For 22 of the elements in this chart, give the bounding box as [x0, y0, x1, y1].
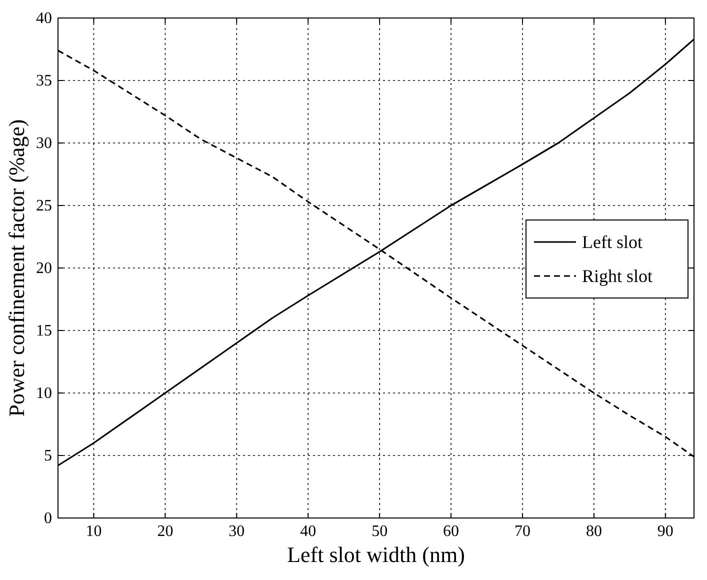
y-tick-label: 25 — [36, 198, 52, 214]
x-tick-label: 40 — [300, 523, 316, 540]
x-tick-label: 10 — [86, 523, 102, 540]
x-tick-label: 90 — [657, 523, 674, 540]
y-tick-label: 0 — [44, 510, 52, 527]
y-tick-label: 5 — [44, 448, 52, 464]
y-tick-label: 30 — [36, 135, 52, 152]
x-tick-label: 30 — [228, 523, 245, 540]
x-tick-label: 60 — [443, 523, 460, 540]
x-tick-label: 80 — [586, 523, 602, 540]
y-tick-label: 35 — [36, 72, 52, 90]
y-tick-label: 15 — [36, 322, 52, 340]
y-tick-label: 10 — [36, 385, 52, 402]
y-axis-title: Power confinement factor (%age) — [4, 119, 29, 417]
y-tick-label: 40 — [36, 10, 52, 27]
legend-label: Left slot — [582, 232, 642, 252]
x-tick-label: 50 — [372, 523, 388, 540]
legend-label: Right slot — [582, 266, 653, 286]
x-tick-label: 20 — [157, 523, 174, 540]
x-tick-label: 70 — [514, 523, 530, 540]
x-axis-title: Left slot width (nm) — [287, 542, 465, 567]
y-tick-label: 20 — [36, 260, 52, 277]
